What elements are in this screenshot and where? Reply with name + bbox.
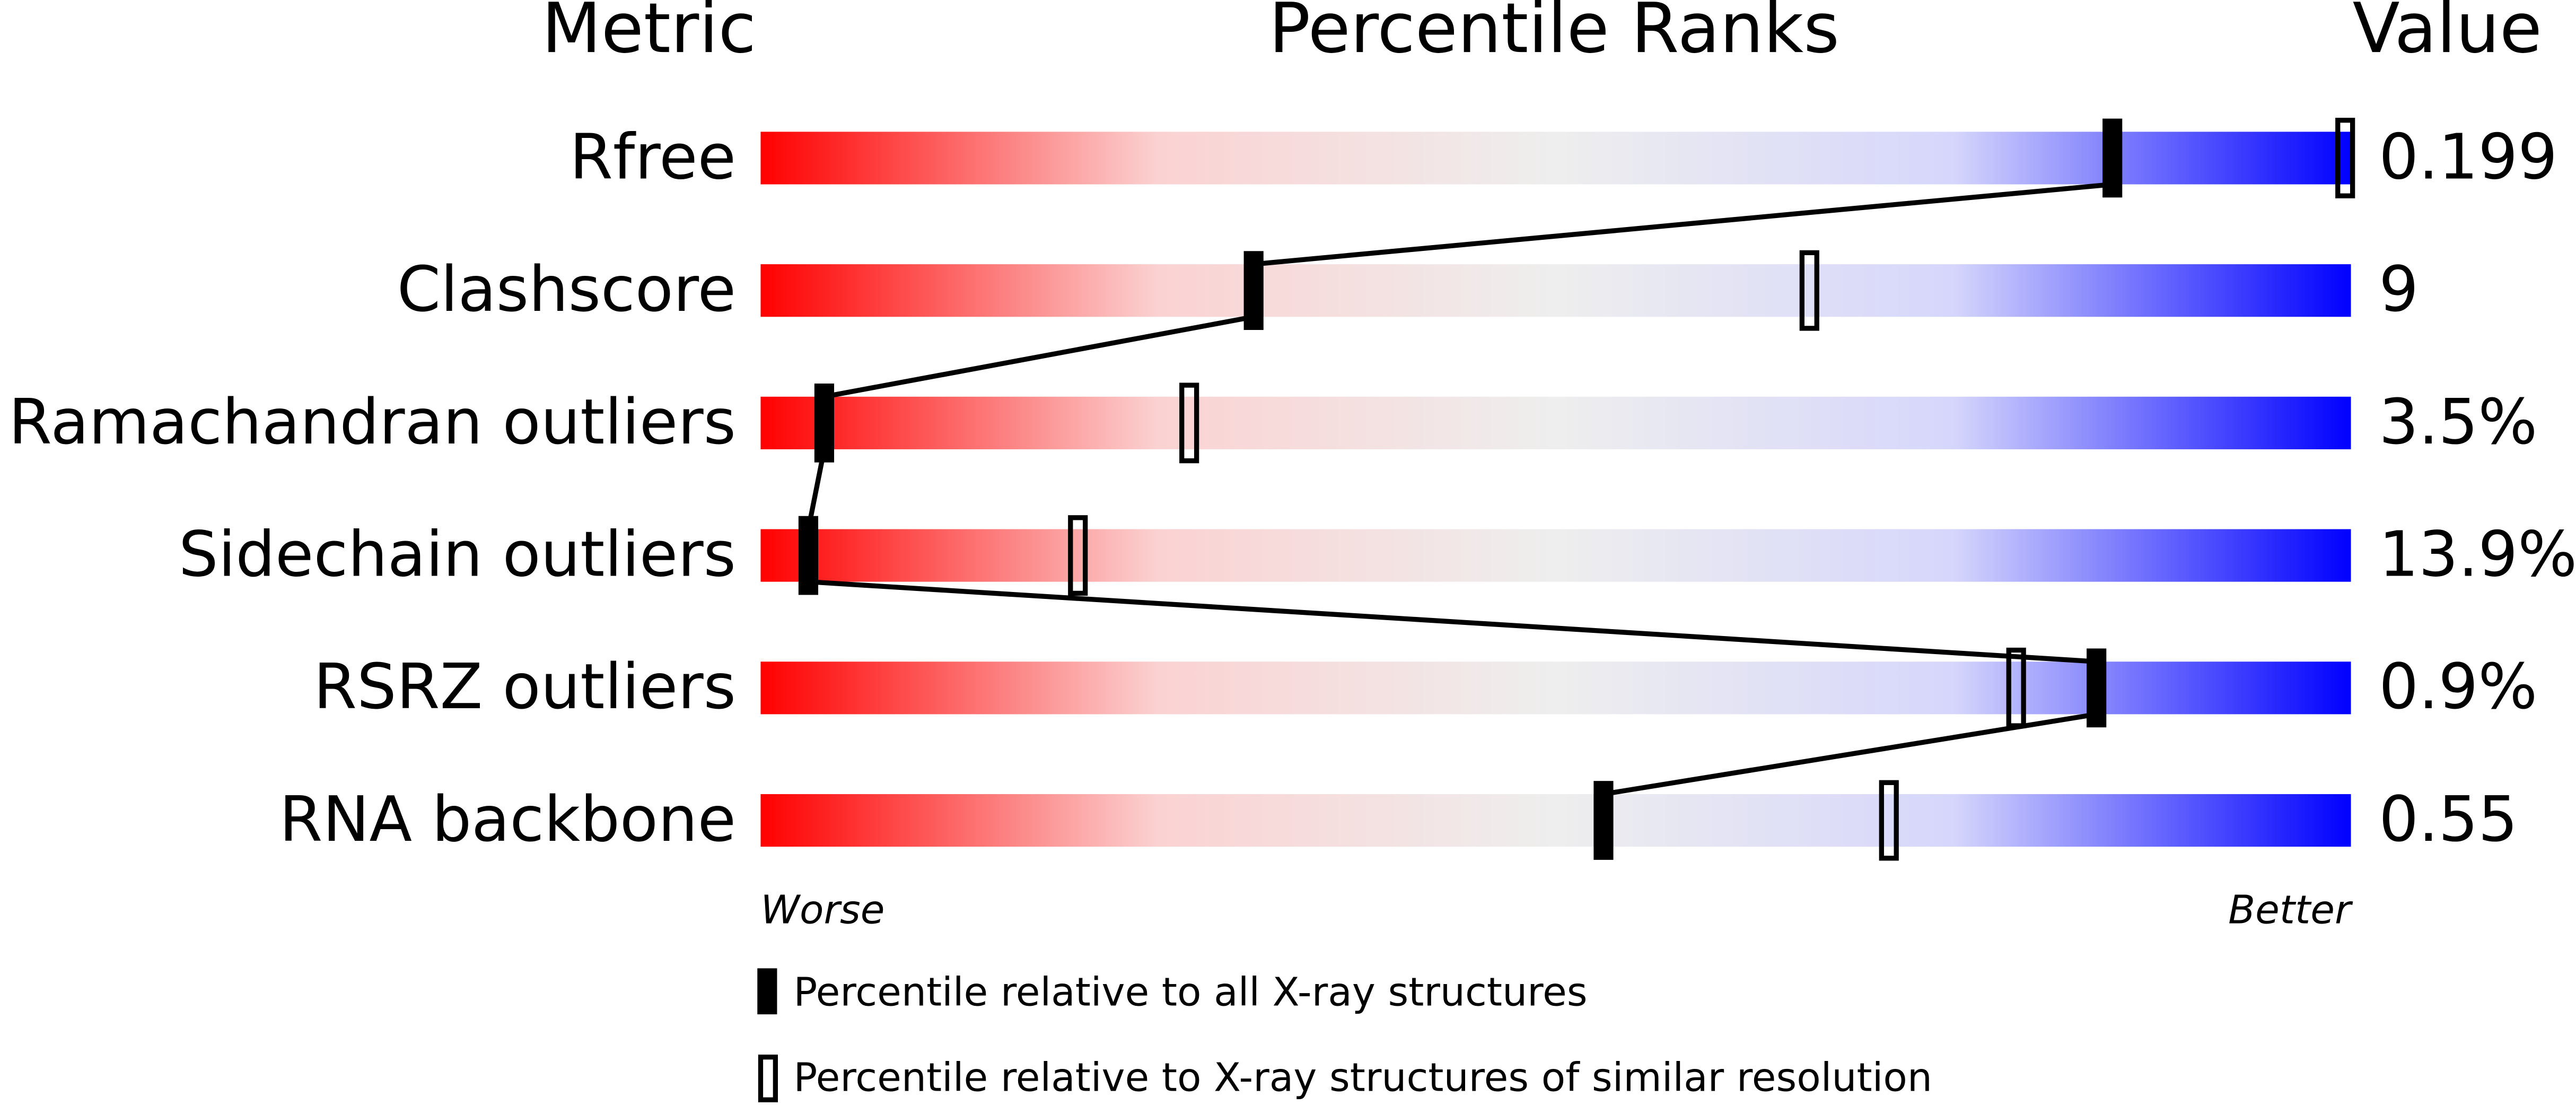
slider-bar <box>760 132 2351 185</box>
axis-low: Worse <box>760 887 884 933</box>
marker-all <box>798 516 819 595</box>
connector <box>1253 181 2113 267</box>
axis-high: Better <box>2228 887 2353 933</box>
connector <box>805 449 827 530</box>
metric-value: 3.5% <box>2379 386 2537 458</box>
marker-all <box>1593 781 1614 860</box>
legend-label: Percentile relative to all X-ray structu… <box>793 969 1587 1015</box>
metric-value: 0.55 <box>2379 783 2518 856</box>
metric-label: Rfree <box>569 120 736 193</box>
legend-label: Percentile relative to X-ray structures … <box>793 1055 1932 1101</box>
legend-swatch <box>757 968 777 1015</box>
marker-similar <box>1879 780 1899 861</box>
slider-bar <box>760 396 2351 449</box>
marker-all <box>1243 251 1264 330</box>
metric-value: 9 <box>2379 253 2419 326</box>
slider-bar <box>760 264 2351 317</box>
marker-similar <box>1179 382 1199 464</box>
header-value: Value <box>2353 0 2542 68</box>
marker-all <box>2102 118 2123 198</box>
metric-label: RNA backbone <box>279 783 736 856</box>
metric-value: 0.9% <box>2379 650 2537 723</box>
marker-similar <box>2006 647 2026 728</box>
header-ranks: Percentile Ranks <box>1269 0 1839 68</box>
slider-bar <box>760 529 2351 582</box>
connector <box>823 314 1255 399</box>
metric-label: Sidechain outliers <box>179 518 736 590</box>
marker-all <box>814 384 835 463</box>
metric-label: Clashscore <box>397 253 736 326</box>
legend-swatch <box>758 1055 778 1102</box>
metric-value: 13.9% <box>2379 518 2576 590</box>
connector <box>808 579 2097 664</box>
slider-bar <box>760 794 2351 847</box>
slider-bar <box>760 662 2351 715</box>
metric-label: Ramachandran outliers <box>8 386 736 458</box>
marker-similar <box>2335 118 2355 198</box>
marker-similar <box>1799 250 1819 331</box>
marker-all <box>2087 648 2107 728</box>
metric-label: RSRZ outliers <box>313 650 736 723</box>
metric-value: 0.199 <box>2379 120 2557 193</box>
marker-similar <box>1068 515 1088 596</box>
header-metric: Metric <box>542 0 757 68</box>
